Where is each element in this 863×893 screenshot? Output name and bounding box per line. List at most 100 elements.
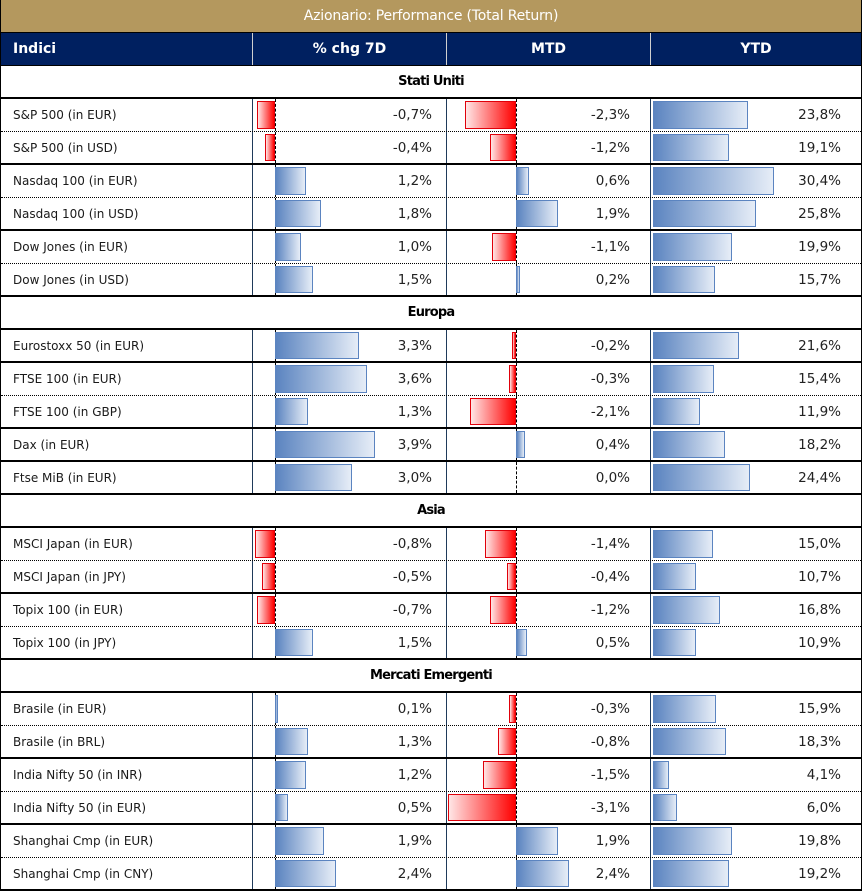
table-row: Nasdaq 100 (in EUR) 1,2% 0,6% 30,4% [1, 165, 861, 198]
mtd-cell: 1,9% [447, 198, 651, 229]
table-row: Brasile (in EUR) 0,1% -0,3% 15,9% [1, 693, 861, 726]
mtd-value: 0,2% [595, 271, 630, 288]
mtd-value: 0,5% [595, 634, 630, 651]
chg7d-cell: 1,5% [253, 264, 447, 295]
index-name: FTSE 100 (in EUR) [1, 363, 253, 395]
index-name: Topix 100 (in JPY) [1, 627, 253, 658]
chg7d-cell: -0,7% [253, 594, 447, 626]
chg7d-axis-line [275, 99, 276, 131]
ytd-cell: 15,7% [651, 264, 861, 295]
chg7d-bar [275, 827, 324, 855]
mtd-cell: -0,4% [447, 561, 651, 592]
chg7d-bar [254, 530, 275, 558]
chg7d-value: -0,5% [392, 568, 432, 585]
mtd-bar [489, 596, 516, 624]
chg7d-bar [275, 629, 314, 656]
ytd-cell: 15,9% [651, 693, 861, 725]
ytd-bar [653, 266, 716, 293]
chg7d-cell: 3,0% [253, 462, 447, 493]
ytd-value: 21,6% [798, 337, 841, 354]
chg7d-bar [257, 596, 275, 624]
chg7d-value: 3,0% [397, 469, 432, 486]
mtd-value: -1,5% [590, 767, 630, 783]
mtd-axis-line [516, 231, 517, 263]
mtd-bar [516, 431, 525, 458]
mtd-bar [485, 530, 516, 558]
ytd-bar [653, 365, 715, 393]
ytd-cell: 19,2% [651, 858, 861, 889]
chg7d-value: 1,2% [397, 173, 432, 189]
mtd-value: -0,3% [590, 371, 630, 387]
mtd-axis-line [516, 792, 517, 823]
ytd-bar [653, 167, 774, 195]
mtd-value: -0,3% [590, 701, 630, 717]
chg7d-value: 1,9% [397, 833, 432, 849]
chg7d-cell: 1,2% [253, 165, 447, 197]
mtd-bar [511, 332, 516, 359]
mtd-bar [509, 365, 516, 393]
chg7d-cell: 2,4% [253, 858, 447, 889]
chg7d-value: 3,3% [397, 337, 432, 354]
mtd-axis-line [516, 759, 517, 791]
ytd-value: 4,1% [806, 767, 841, 783]
table-row: Dow Jones (in USD) 1,5% 0,2% 15,7% [1, 264, 861, 297]
index-name: Brasile (in BRL) [1, 726, 253, 757]
table-row: Eurostoxx 50 (in EUR) 3,3% -0,2% 21,6% [1, 330, 861, 363]
chg7d-value: -0,8% [392, 536, 432, 552]
mtd-value: 1,9% [595, 205, 630, 222]
ytd-bar [653, 431, 726, 458]
ytd-cell: 19,1% [651, 132, 861, 163]
mtd-bar [516, 629, 527, 656]
index-name: MSCI Japan (in EUR) [1, 528, 253, 560]
index-name: Eurostoxx 50 (in EUR) [1, 330, 253, 361]
ytd-bar [653, 398, 701, 425]
ytd-value: 11,9% [798, 403, 841, 420]
mtd-axis-line [516, 528, 517, 560]
mtd-bar [483, 761, 516, 789]
ytd-bar [653, 728, 726, 755]
table-row: Nasdaq 100 (in USD) 1,8% 1,9% 25,8% [1, 198, 861, 231]
ytd-bar [653, 629, 697, 656]
ytd-value: 25,8% [798, 205, 841, 222]
chg7d-value: 1,3% [397, 733, 432, 750]
mtd-bar [516, 860, 569, 887]
mtd-cell: -1,2% [447, 594, 651, 626]
mtd-cell: -1,4% [447, 528, 651, 560]
table-row: FTSE 100 (in EUR) 3,6% -0,3% 15,4% [1, 363, 861, 396]
table-row: Brasile (in BRL) 1,3% -0,8% 18,3% [1, 726, 861, 759]
ytd-bar [653, 596, 720, 624]
index-name: Shanghai Cmp (in EUR) [1, 825, 253, 857]
chg7d-value: 3,9% [397, 436, 432, 453]
chg7d-value: -0,4% [392, 139, 432, 156]
mtd-bar [491, 233, 516, 261]
mtd-bar [447, 794, 516, 821]
table-row: MSCI Japan (in JPY) -0,5% -0,4% 10,7% [1, 561, 861, 594]
ytd-value: 10,9% [798, 634, 841, 651]
mtd-axis-line [516, 363, 517, 395]
chg7d-value: 1,8% [397, 205, 432, 222]
chg7d-value: 0,5% [397, 799, 432, 816]
chg7d-cell: 1,8% [253, 198, 447, 229]
chg7d-bar [275, 464, 352, 491]
chg7d-value: 1,3% [397, 403, 432, 420]
chg7d-cell: -0,7% [253, 99, 447, 131]
ytd-cell: 15,0% [651, 528, 861, 560]
ytd-value: 18,3% [798, 733, 841, 750]
chg7d-cell: -0,8% [253, 528, 447, 560]
table-row: MSCI Japan (in EUR) -0,8% -1,4% 15,0% [1, 528, 861, 561]
chg7d-cell: 1,3% [253, 726, 447, 757]
index-name: FTSE 100 (in GBP) [1, 396, 253, 427]
ytd-value: 19,9% [798, 239, 841, 255]
ytd-bar [653, 464, 751, 491]
ytd-cell: 11,9% [651, 396, 861, 427]
table-row: India Nifty 50 (in EUR) 0,5% -3,1% 6,0% [1, 792, 861, 825]
ytd-cell: 25,8% [651, 198, 861, 229]
mtd-cell: -3,1% [447, 792, 651, 823]
ytd-value: 30,4% [798, 173, 841, 189]
index-name: Nasdaq 100 (in EUR) [1, 165, 253, 197]
mtd-axis-line [516, 99, 517, 131]
mtd-axis-line [516, 561, 517, 592]
ytd-cell: 18,3% [651, 726, 861, 757]
chg7d-bar [275, 332, 360, 359]
mtd-cell: 1,9% [447, 825, 651, 857]
